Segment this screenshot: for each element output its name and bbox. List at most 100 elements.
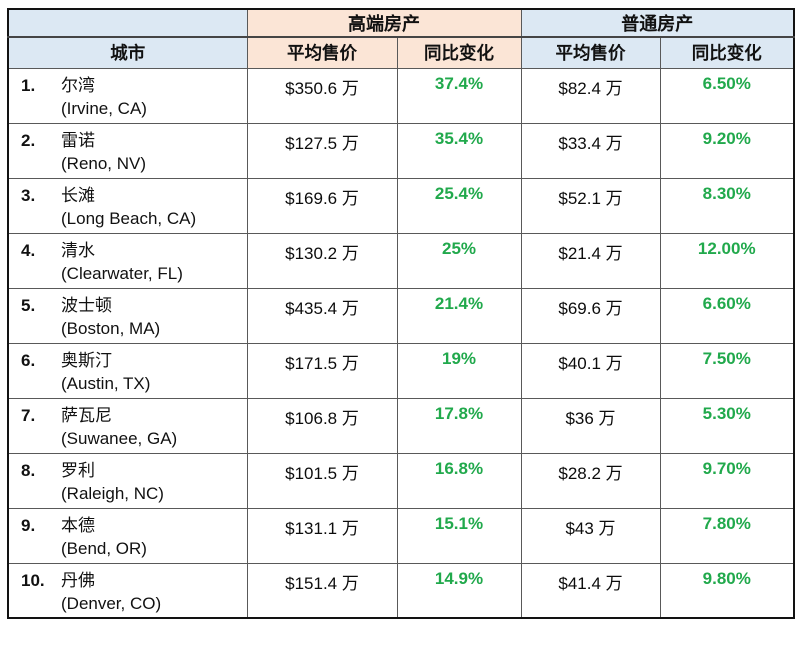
- rank-label: 8.: [21, 460, 36, 480]
- city-cell: 2. 雷诺 (Reno, NV): [7, 122, 248, 179]
- table-row: 5. 波士顿 (Boston, MA) $435.4 万 21.4% $69.6…: [7, 287, 795, 344]
- regular-avg-price-cell: $21.4 万: [520, 232, 661, 289]
- luxury-avg-price-cell: $130.2 万: [246, 232, 398, 289]
- city-name: 雷诺 (Reno, NV): [61, 129, 243, 175]
- rank-label: 1.: [21, 75, 36, 95]
- city-cell: 1. 尔湾 (Irvine, CA): [7, 67, 248, 124]
- group-header-luxury: 高端房产: [246, 8, 522, 38]
- city-name: 丹佛 (Denver, CO): [61, 569, 243, 615]
- regular-avg-price-cell: $41.4 万: [520, 562, 661, 619]
- city-cell: 7. 萨瓦尼 (Suwanee, GA): [7, 397, 248, 454]
- luxury-yoy-change-cell: 17.8%: [396, 397, 522, 454]
- luxury-yoy-change-cell: 19%: [396, 342, 522, 399]
- regular-avg-price-cell: $40.1 万: [520, 342, 661, 399]
- luxury-avg-price-cell: $171.5 万: [246, 342, 398, 399]
- city-name-cn: 萨瓦尼: [61, 405, 112, 425]
- city-cell: 8. 罗利 (Raleigh, NC): [7, 452, 248, 509]
- luxury-avg-price-cell: $127.5 万: [246, 122, 398, 179]
- regular-yoy-change-cell: 5.30%: [659, 397, 795, 454]
- city-name-cn: 罗利: [61, 460, 95, 480]
- luxury-yoy-change-cell: 37.4%: [396, 67, 522, 124]
- city-name-cn: 长滩: [61, 185, 95, 205]
- luxury-avg-price-cell: $151.4 万: [246, 562, 398, 619]
- column-header-row: 城市 平均售价 同比变化 平均售价 同比变化: [7, 36, 795, 69]
- rank-label: 3.: [21, 185, 36, 205]
- regular-yoy-change-cell: 6.50%: [659, 67, 795, 124]
- regular-avg-price-cell: $52.1 万: [520, 177, 661, 234]
- city-name: 长滩 (Long Beach, CA): [61, 184, 243, 230]
- luxury-yoy-change-cell: 15.1%: [396, 507, 522, 564]
- city-cell: 10. 丹佛 (Denver, CO): [7, 562, 248, 619]
- group-header-regular: 普通房产: [520, 8, 795, 38]
- real-estate-table: 高端房产 普通房产 城市 平均售价 同比变化 平均售价 同比变化 1. 尔湾 (…: [7, 8, 795, 619]
- city-name-en: (Bend, OR): [61, 538, 147, 558]
- city-name-cn: 波士顿: [61, 295, 112, 315]
- city-cell: 3. 长滩 (Long Beach, CA): [7, 177, 248, 234]
- rank-label: 7.: [21, 405, 36, 425]
- table-row: 4. 清水 (Clearwater, FL) $130.2 万 25% $21.…: [7, 232, 795, 289]
- city-name: 罗利 (Raleigh, NC): [61, 459, 243, 505]
- city-cell: 5. 波士顿 (Boston, MA): [7, 287, 248, 344]
- group-header-row: 高端房产 普通房产: [7, 8, 795, 38]
- city-name-cn: 奥斯汀: [61, 350, 112, 370]
- luxury-yoy-change-cell: 16.8%: [396, 452, 522, 509]
- city-name: 清水 (Clearwater, FL): [61, 239, 243, 285]
- city-name-en: (Suwanee, GA): [61, 428, 178, 448]
- rank-label: 10.: [21, 570, 45, 590]
- city-name: 尔湾 (Irvine, CA): [61, 74, 243, 120]
- city-name-en: (Long Beach, CA): [61, 208, 197, 228]
- rank-label: 6.: [21, 350, 36, 370]
- regular-avg-price-cell: $69.6 万: [520, 287, 661, 344]
- column-header-luxury-yoy-change: 同比变化: [396, 36, 522, 69]
- table-row: 6. 奥斯汀 (Austin, TX) $171.5 万 19% $40.1 万…: [7, 342, 795, 399]
- table-row: 2. 雷诺 (Reno, NV) $127.5 万 35.4% $33.4 万 …: [7, 122, 795, 179]
- table-row: 9. 本德 (Bend, OR) $131.1 万 15.1% $43 万 7.…: [7, 507, 795, 564]
- city-name: 萨瓦尼 (Suwanee, GA): [61, 404, 243, 450]
- city-cell: 6. 奥斯汀 (Austin, TX): [7, 342, 248, 399]
- city-name-cn: 本德: [61, 515, 95, 535]
- luxury-avg-price-cell: $169.6 万: [246, 177, 398, 234]
- luxury-yoy-change-cell: 25.4%: [396, 177, 522, 234]
- regular-yoy-change-cell: 12.00%: [659, 232, 795, 289]
- luxury-avg-price-cell: $131.1 万: [246, 507, 398, 564]
- city-name-en: (Denver, CO): [61, 593, 162, 613]
- regular-yoy-change-cell: 8.30%: [659, 177, 795, 234]
- city-cell: 9. 本德 (Bend, OR): [7, 507, 248, 564]
- column-header-luxury-avg-price: 平均售价: [246, 36, 398, 69]
- table-body: 高端房产 普通房产 城市 平均售价 同比变化 平均售价 同比变化 1. 尔湾 (…: [7, 8, 795, 619]
- regular-yoy-change-cell: 7.50%: [659, 342, 795, 399]
- city-name-en: (Reno, NV): [61, 153, 147, 173]
- city-name-en: (Clearwater, FL): [61, 263, 183, 283]
- luxury-avg-price-cell: $101.5 万: [246, 452, 398, 509]
- regular-yoy-change-cell: 9.80%: [659, 562, 795, 619]
- city-name-en: (Raleigh, NC): [61, 483, 164, 503]
- rank-label: 4.: [21, 240, 36, 260]
- regular-yoy-change-cell: 9.70%: [659, 452, 795, 509]
- table-row: 8. 罗利 (Raleigh, NC) $101.5 万 16.8% $28.2…: [7, 452, 795, 509]
- luxury-yoy-change-cell: 35.4%: [396, 122, 522, 179]
- regular-avg-price-cell: $33.4 万: [520, 122, 661, 179]
- city-name-cn: 雷诺: [61, 130, 95, 150]
- regular-yoy-change-cell: 7.80%: [659, 507, 795, 564]
- column-header-regular-yoy-change: 同比变化: [659, 36, 795, 69]
- city-cell: 4. 清水 (Clearwater, FL): [7, 232, 248, 289]
- table-row: 3. 长滩 (Long Beach, CA) $169.6 万 25.4% $5…: [7, 177, 795, 234]
- rank-label: 5.: [21, 295, 36, 315]
- table-row: 1. 尔湾 (Irvine, CA) $350.6 万 37.4% $82.4 …: [7, 67, 795, 124]
- column-header-city: 城市: [7, 36, 248, 69]
- luxury-avg-price-cell: $106.8 万: [246, 397, 398, 454]
- corner-cell: [7, 8, 248, 38]
- rank-label: 2.: [21, 130, 36, 150]
- regular-avg-price-cell: $43 万: [520, 507, 661, 564]
- city-name: 本德 (Bend, OR): [61, 514, 243, 560]
- regular-yoy-change-cell: 9.20%: [659, 122, 795, 179]
- city-name-en: (Boston, MA): [61, 318, 161, 338]
- luxury-avg-price-cell: $435.4 万: [246, 287, 398, 344]
- city-name-cn: 清水: [61, 240, 95, 260]
- rank-label: 9.: [21, 515, 36, 535]
- city-name: 奥斯汀 (Austin, TX): [61, 349, 243, 395]
- luxury-yoy-change-cell: 25%: [396, 232, 522, 289]
- city-name-en: (Austin, TX): [61, 373, 151, 393]
- luxury-avg-price-cell: $350.6 万: [246, 67, 398, 124]
